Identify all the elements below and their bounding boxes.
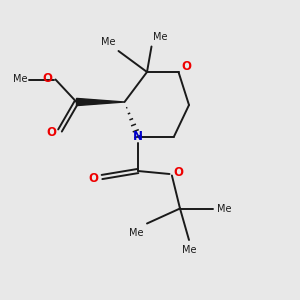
Text: O: O [88,172,98,185]
Text: O: O [173,166,183,179]
Text: Me: Me [101,38,116,47]
Text: O: O [42,72,52,85]
Text: O: O [181,60,191,73]
Text: Me: Me [153,32,167,42]
Text: N: N [133,130,143,143]
Text: Me: Me [182,245,196,255]
Text: Me: Me [217,203,231,214]
Text: O: O [46,125,56,139]
Polygon shape [76,98,124,106]
Text: Me: Me [130,228,144,238]
Text: Me: Me [13,74,27,85]
